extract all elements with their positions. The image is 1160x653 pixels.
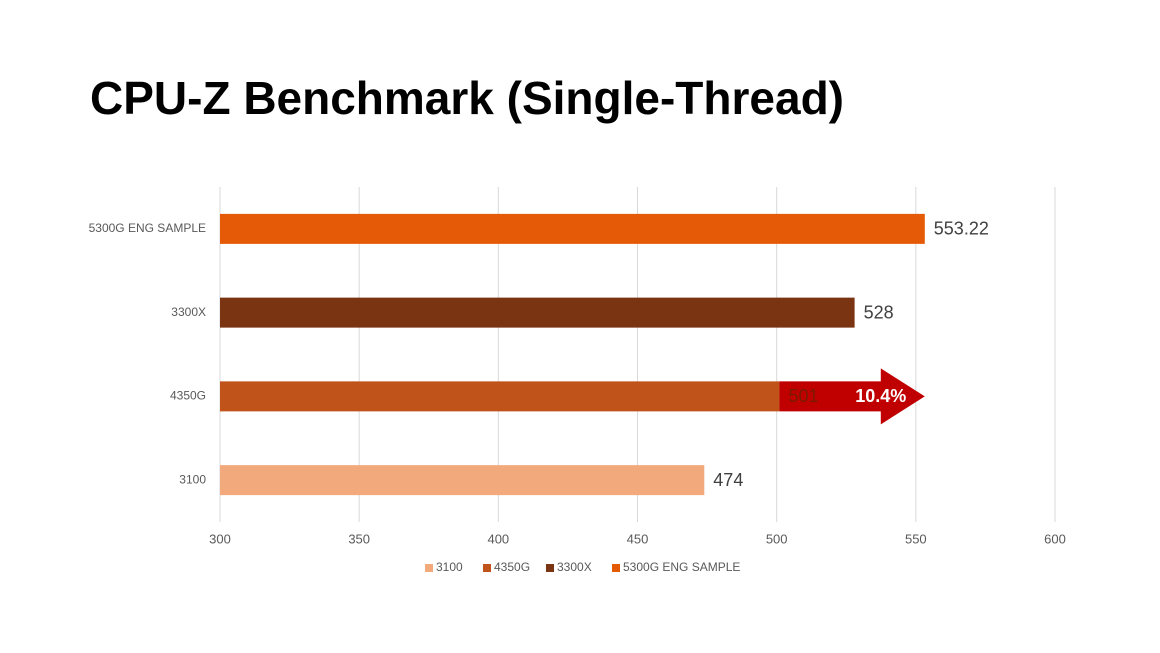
legend-label: 3300X <box>557 560 592 574</box>
legend-swatch <box>425 564 433 572</box>
data-label: 474 <box>713 470 743 490</box>
x-tick-label: 550 <box>905 531 927 546</box>
data-label: 553.22 <box>934 219 989 239</box>
y-tick-label: 3100 <box>179 472 206 486</box>
chart-title: CPU-Z Benchmark (Single-Thread) <box>90 72 844 124</box>
y-tick-label: 3300X <box>171 305 206 319</box>
legend-label: 5300G ENG SAMPLE <box>623 560 740 574</box>
annotation-arrow <box>779 368 925 425</box>
bar <box>220 465 705 496</box>
legend-swatch <box>612 564 620 572</box>
bar <box>220 213 925 244</box>
data-label: 528 <box>864 302 894 322</box>
x-tick-label: 450 <box>627 531 649 546</box>
bar <box>220 297 855 328</box>
legend-swatch <box>483 564 491 572</box>
x-tick-label: 300 <box>209 531 231 546</box>
x-tick-label: 350 <box>348 531 370 546</box>
x-tick-label: 600 <box>1044 531 1066 546</box>
annotation-text: 10.4% <box>855 386 906 406</box>
legend-swatch <box>546 564 554 572</box>
y-tick-label: 4350G <box>170 389 206 403</box>
legend-label: 3100 <box>436 560 463 574</box>
bar <box>220 381 780 412</box>
y-tick-label: 5300G ENG SAMPLE <box>89 221 206 235</box>
data-label: 501 <box>788 386 818 406</box>
legend-label: 4350G <box>494 560 530 574</box>
x-tick-label: 400 <box>487 531 509 546</box>
x-tick-label: 500 <box>766 531 788 546</box>
